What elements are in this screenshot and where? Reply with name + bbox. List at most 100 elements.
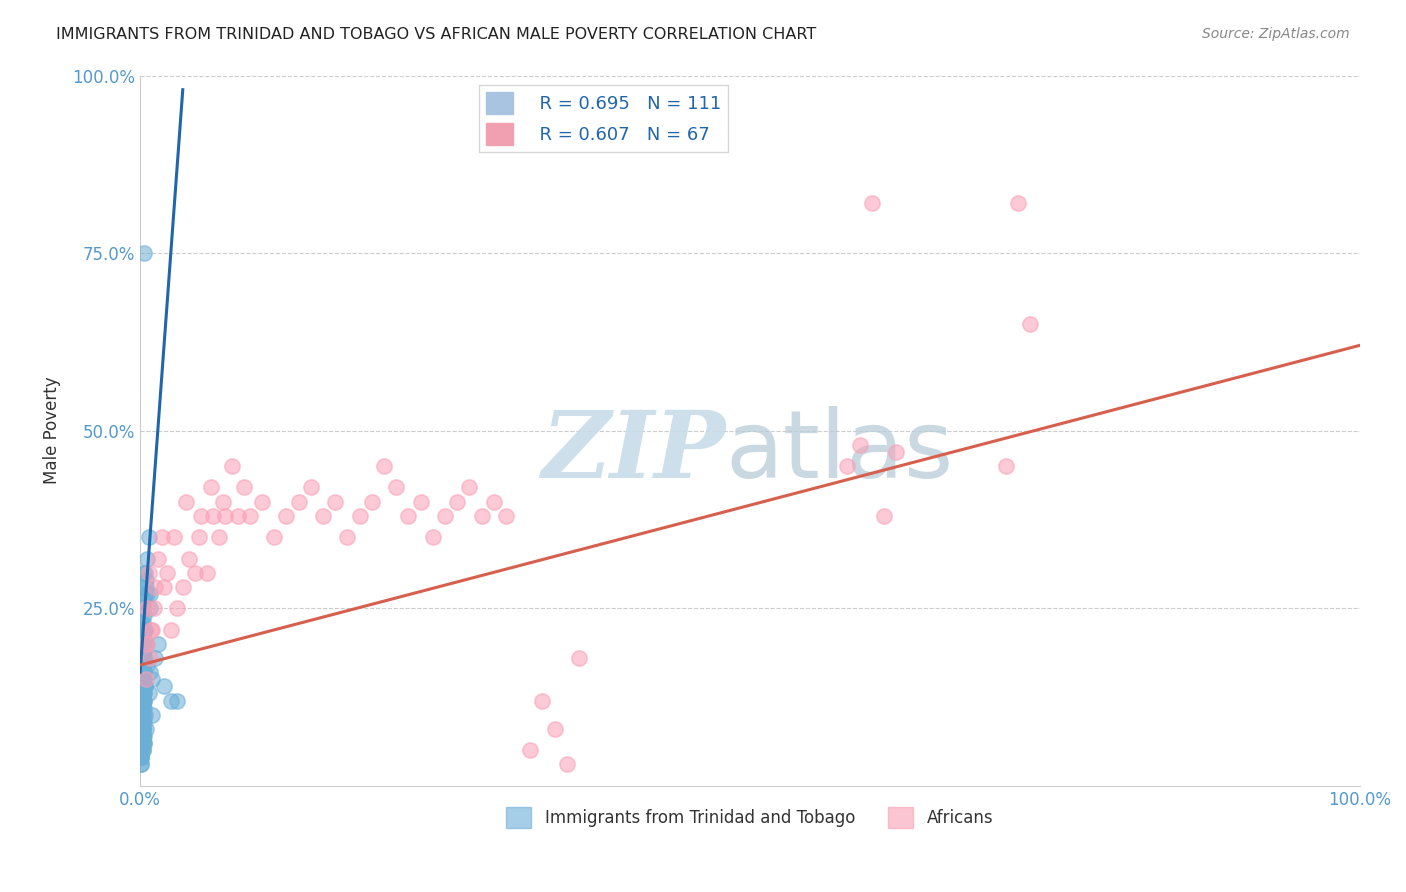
Point [135,672,157,686]
Point [131,693,153,707]
Point [276,508,298,523]
Point [131,722,153,736]
Point [136,601,159,615]
Point [323,494,346,508]
Point [132,594,155,608]
Point [131,672,153,686]
Point [226,508,249,523]
Point [131,707,153,722]
Point [159,623,181,637]
Point [153,580,176,594]
Point [131,700,153,714]
Point [148,551,170,566]
Point [131,722,153,736]
Point [131,700,153,714]
Point [349,508,371,523]
Point [131,615,153,630]
Point [166,693,188,707]
Point [132,246,155,260]
Legend: Immigrants from Trinidad and Tobago, Africans: Immigrants from Trinidad and Tobago, Afr… [499,801,1000,834]
Point [212,494,235,508]
Point [142,601,165,615]
Point [239,508,262,523]
Point [214,508,236,523]
Point [396,508,419,523]
Point [131,722,153,736]
Point [131,729,153,743]
Point [132,736,155,750]
Point [134,637,156,651]
Point [166,601,188,615]
Point [131,743,153,757]
Point [132,714,155,729]
Point [177,551,200,566]
Point [131,714,153,729]
Point [287,494,309,508]
Point [131,580,153,594]
Point [131,686,153,700]
Point [132,693,155,707]
Point [131,630,153,644]
Point [143,651,166,665]
Point [132,672,155,686]
Point [139,665,162,680]
Point [135,573,157,587]
Point [132,693,155,707]
Point [131,743,153,757]
Point [131,750,153,764]
Point [433,508,456,523]
Point [135,722,157,736]
Point [134,623,156,637]
Point [132,644,155,658]
Point [131,750,153,764]
Point [884,445,907,459]
Point [873,508,896,523]
Point [134,679,156,693]
Point [131,644,153,658]
Point [531,693,554,707]
Point [446,494,468,508]
Point [134,679,156,693]
Point [470,508,492,523]
Point [131,665,153,680]
Point [132,729,155,743]
Point [135,637,157,651]
Point [138,686,160,700]
Point [138,530,160,544]
Point [163,530,186,544]
Point [232,480,254,494]
Point [202,508,225,523]
Point [139,651,162,665]
Point [131,707,153,722]
Point [336,530,359,544]
Point [994,459,1017,474]
Point [200,480,222,494]
Y-axis label: Male Poverty: Male Poverty [44,376,60,484]
Point [131,714,153,729]
Point [141,672,163,686]
Point [131,637,153,651]
Point [131,679,153,693]
Point [131,693,153,707]
Point [422,530,444,544]
Point [482,494,505,508]
Point [299,480,322,494]
Point [153,679,176,693]
Point [131,707,153,722]
Point [544,722,567,736]
Point [138,566,160,580]
Point [131,729,153,743]
Point [131,707,153,722]
Point [519,743,541,757]
Point [134,587,156,601]
Point [131,700,153,714]
Text: Source: ZipAtlas.com: Source: ZipAtlas.com [1202,27,1350,41]
Point [132,686,155,700]
Point [221,459,243,474]
Point [159,693,181,707]
Point [136,658,159,673]
Point [131,729,153,743]
Point [134,566,156,580]
Point [132,651,155,665]
Point [312,508,335,523]
